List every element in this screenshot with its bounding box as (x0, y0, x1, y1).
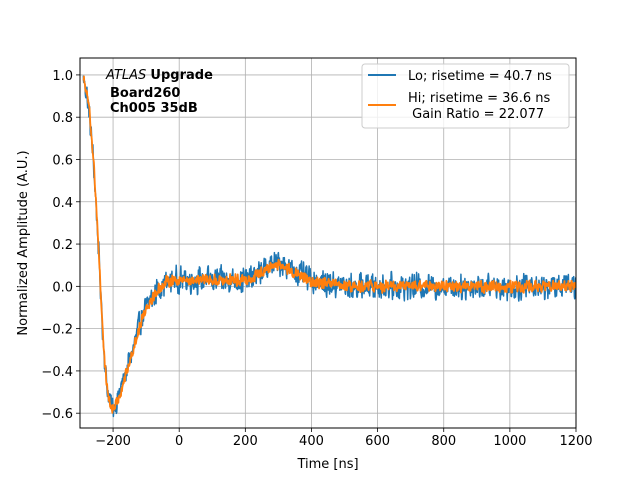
x-tick-label: 600 (365, 434, 390, 449)
series-line-hi (82, 75, 576, 414)
y-tick-label: −0.6 (41, 407, 73, 422)
annotation-channel: Ch005 35dB (110, 101, 198, 116)
y-tick-label: −0.2 (41, 323, 73, 338)
x-tick-label: −200 (95, 434, 131, 449)
legend-label-lo: Lo; risetime = 40.7 ns (408, 69, 552, 84)
legend: Lo; risetime = 40.7 ns Hi; risetime = 36… (361, 63, 570, 129)
y-axis-label: Normalized Amplitude (A.U.) (16, 150, 31, 335)
x-tick-label: 1200 (559, 434, 592, 449)
svg-text:ATLAS Upgrade: ATLAS Upgrade (105, 68, 213, 83)
y-tick-label: 0.6 (52, 153, 73, 168)
annotation-board: Board260 (110, 86, 180, 101)
x-tick-label: 1000 (493, 434, 526, 449)
annotation-upgrade: Upgrade (150, 68, 213, 83)
x-tick-label: 0 (175, 434, 183, 449)
y-tick-label: 0.8 (52, 111, 73, 126)
plot-frame (79, 57, 577, 429)
legend-label-hi: Hi; risetime = 36.6 ns Gain Ratio = 22.0… (408, 91, 550, 122)
y-tick-label: 0.2 (52, 238, 73, 253)
y-axis: −0.6 −0.4 −0.2 0.0 0.2 0.4 0.6 0.8 1.0 (41, 69, 80, 422)
x-tick-label: 400 (299, 434, 324, 449)
x-axis: −200 0 200 400 600 800 1000 1200 (95, 428, 593, 449)
x-tick-label: 800 (431, 434, 456, 449)
legend-box (361, 63, 570, 129)
annotation: ATLAS Upgrade Board260 Ch005 35dB (105, 68, 213, 116)
y-tick-label: −0.4 (41, 365, 73, 380)
x-axis-label: Time [ns] (296, 457, 358, 472)
y-tick-label: 0.0 (52, 280, 73, 295)
annotation-atlas: ATLAS (105, 68, 146, 83)
y-tick-label: 0.4 (52, 196, 73, 211)
series-layer (82, 75, 576, 418)
y-tick-label: 1.0 (52, 69, 73, 84)
x-tick-label: 200 (233, 434, 258, 449)
